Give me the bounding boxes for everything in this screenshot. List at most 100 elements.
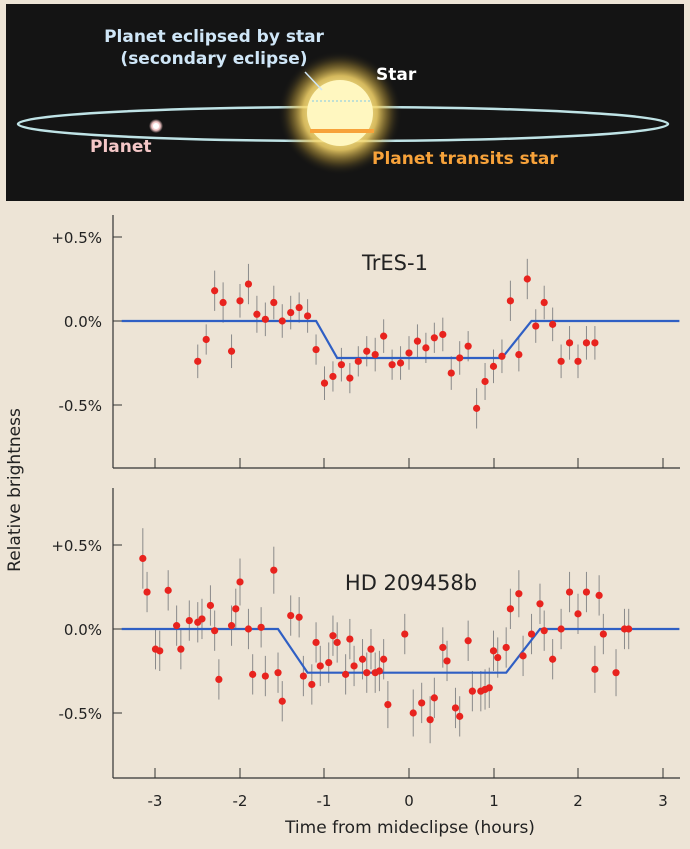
data-point (278, 697, 286, 705)
data-point (295, 613, 303, 621)
data-point (409, 709, 417, 717)
data-point (164, 586, 172, 594)
data-point (350, 662, 358, 670)
data-point (308, 680, 316, 689)
label-secondary-eclipse: (secondary eclipse) (120, 49, 307, 69)
data-point (244, 625, 253, 633)
data-point (316, 662, 324, 670)
data-point (574, 610, 582, 618)
data-point (236, 297, 244, 305)
data-point (498, 352, 506, 360)
data-point (219, 298, 227, 307)
data-point (540, 298, 548, 307)
panel-tres1: +0.5% 0.0% -0.5% TrES-1 (51, 215, 680, 469)
data-point (536, 600, 544, 608)
data-point (540, 627, 548, 635)
x-tick-label: 0 (404, 792, 414, 810)
data-point (595, 591, 603, 600)
data-point (346, 374, 354, 382)
x-tick-label: 2 (573, 792, 583, 810)
data-point (156, 647, 164, 655)
data-point (227, 622, 236, 630)
data-point (489, 362, 498, 370)
data-point (358, 655, 367, 663)
data-point (236, 578, 244, 586)
x-ticks (154, 458, 664, 468)
transit-band (310, 129, 374, 133)
data-point (519, 652, 527, 660)
data-point (384, 701, 392, 709)
data-point (371, 351, 379, 359)
x-tick-label: -2 (233, 792, 248, 810)
y-tick-label: +0.5% (51, 229, 102, 247)
data-point (405, 349, 413, 357)
x-ticks (154, 768, 664, 778)
eclipse-label-pointer (304, 71, 323, 91)
data-point (430, 694, 438, 702)
data-point (367, 645, 375, 653)
x-tick-label: -3 (148, 792, 163, 810)
data-point (304, 312, 312, 320)
label-transit: Planet transits star (372, 149, 558, 169)
data-point (329, 372, 337, 381)
data-point (354, 357, 362, 365)
data-point (549, 320, 557, 328)
panel-hd209458b: +0.5% 0.0% -0.5% -3 -2 -1 0 1 2 3 (51, 488, 680, 810)
data-point (591, 665, 599, 673)
data-point (287, 309, 295, 317)
data-point (312, 638, 320, 647)
data-point (523, 275, 531, 283)
data-point (451, 704, 460, 712)
star (307, 80, 373, 146)
y-tick-label: 0.0% (64, 313, 102, 331)
data-point (249, 670, 257, 678)
data-point (426, 716, 434, 724)
data-point (299, 672, 307, 680)
y-ticks: +0.5% 0.0% -0.5% (51, 537, 122, 723)
data-point (515, 590, 523, 598)
data-point (494, 653, 502, 662)
orbit-diagram: Planet eclipsed by star (secondary eclip… (6, 4, 684, 201)
y-axis-label: Relative brightness (5, 408, 25, 572)
x-tick-label: -1 (317, 792, 332, 810)
data-point (342, 670, 350, 678)
data-point (599, 630, 607, 638)
y-tick-label: +0.5% (51, 537, 102, 555)
data-point (320, 379, 329, 387)
data-point (625, 625, 633, 633)
data-point (211, 287, 219, 295)
data-point (456, 354, 464, 362)
data-point (270, 566, 278, 574)
data-point (591, 339, 599, 347)
data-point (413, 337, 422, 345)
data-point (139, 554, 147, 563)
label-star: Star (376, 65, 417, 85)
panel-tres1-errorbars (197, 258, 596, 429)
data-point (312, 345, 320, 354)
panel-tres1-axes: +0.5% 0.0% -0.5% (51, 215, 680, 469)
data-point (261, 672, 269, 680)
data-point (557, 625, 565, 633)
data-point (337, 361, 345, 369)
data-point (532, 322, 540, 330)
x-tick-labels: -3 -2 -1 0 1 2 3 (148, 792, 668, 810)
data-point (333, 638, 341, 647)
data-point (502, 643, 510, 652)
data-point (375, 667, 384, 675)
y-tick-label: -0.5% (58, 705, 102, 723)
data-point (549, 655, 557, 663)
data-point (557, 357, 565, 365)
data-point (481, 377, 489, 386)
data-point (574, 357, 582, 365)
data-point (194, 357, 202, 365)
label-eclipsed: Planet eclipsed by star (104, 27, 324, 47)
data-point (506, 297, 514, 305)
data-point (227, 347, 236, 355)
data-point (464, 342, 472, 350)
data-point (388, 361, 396, 369)
data-point (244, 280, 253, 288)
data-point (325, 659, 333, 667)
data-point (380, 655, 388, 663)
data-point (143, 588, 151, 596)
data-point (565, 339, 574, 347)
